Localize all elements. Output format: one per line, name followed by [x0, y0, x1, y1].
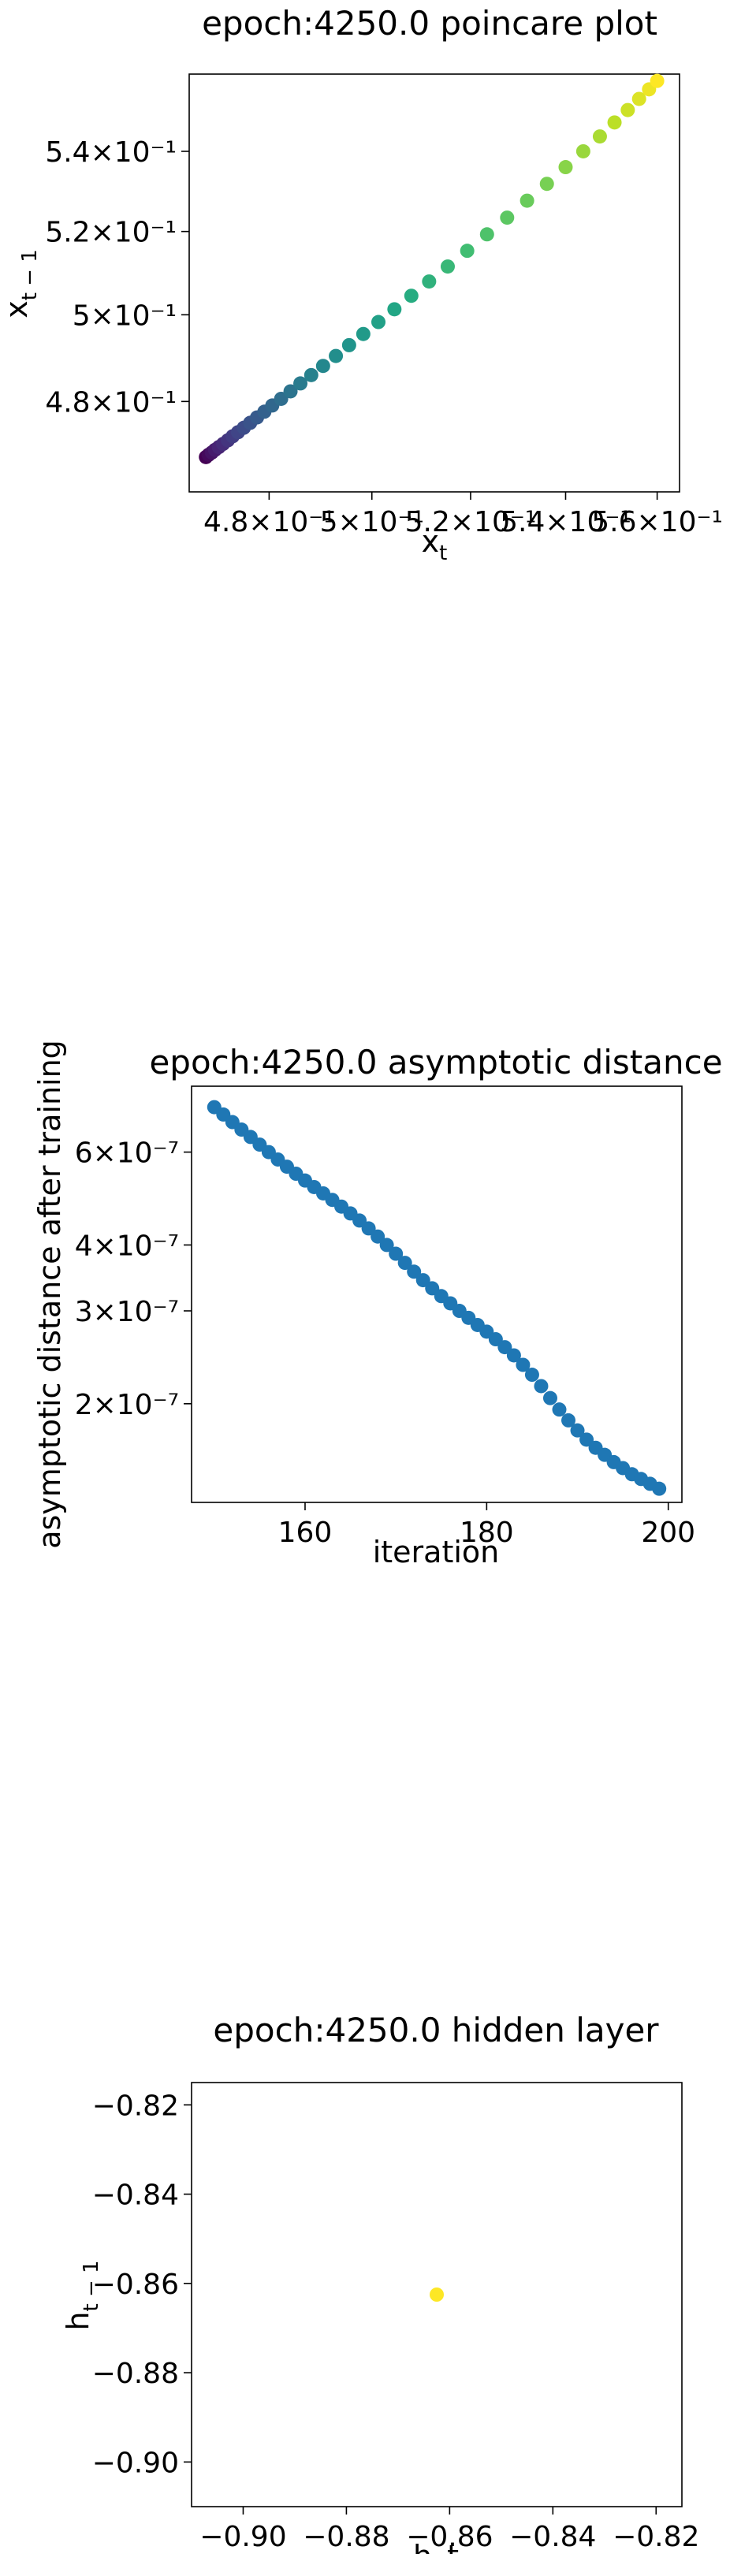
y-ticks: 2×10⁻⁷ 3×10⁻⁷ 4×10⁻⁷ 6×10⁻⁷: [75, 1137, 192, 1421]
data-point: [371, 1229, 385, 1244]
data-point: [361, 1221, 376, 1236]
data-point: [407, 1264, 422, 1279]
data-point: [607, 115, 622, 130]
x-tick-label: 5.4×10⁻¹: [500, 506, 631, 538]
data-point: [520, 193, 534, 208]
data-point: [516, 1357, 531, 1372]
y-ticks: −0.82 −0.84 −0.86 −0.88 −0.90: [92, 2090, 192, 2479]
x-tick-label: −0.88: [303, 2521, 389, 2553]
data-point: [304, 367, 318, 382]
data-point: [479, 227, 494, 242]
data-point: [552, 1402, 567, 1417]
data-point: [379, 1238, 394, 1253]
asymptotic-distance-chart: epoch:4250.0 asymptotic distance asympto…: [32, 1040, 723, 1569]
data-point: [329, 348, 344, 363]
data-point: [404, 288, 419, 303]
data-point: [575, 143, 590, 158]
poincare-plot-chart: epoch:4250.0 poincare plot xt − 1 xt 4.8…: [0, 4, 723, 565]
y-ticks: 4.8×10⁻¹ 5×10⁻¹ 5.2×10⁻¹ 5.4×10⁻¹: [45, 136, 189, 419]
x-tick-label: 160: [278, 1517, 333, 1549]
data-point: [371, 315, 386, 329]
y-tick-label: 4×10⁻⁷: [75, 1230, 179, 1262]
y-tick-label: 4.8×10⁻¹: [45, 386, 177, 419]
x-ticks: 4.8×10⁻¹5×10⁻¹5.2×10⁻¹5.4×10⁻¹5.6×10⁻¹: [203, 492, 723, 538]
data-point: [356, 326, 371, 341]
y-tick-label: −0.86: [92, 2269, 179, 2301]
data-point: [620, 102, 635, 117]
x-tick-label: 5.2×10⁻¹: [405, 506, 537, 538]
data-point: [561, 1413, 576, 1428]
data-point: [579, 1432, 594, 1447]
y-axis-label: xt − 1: [0, 249, 42, 318]
y-tick-label: 5.2×10⁻¹: [45, 217, 177, 249]
data-point: [558, 160, 573, 175]
x-tick-label: 200: [641, 1517, 695, 1549]
x-tick-label: 5.6×10⁻¹: [591, 506, 723, 538]
scatter-points: [199, 73, 665, 464]
y-axis-label: asymptotic distance after training: [32, 1040, 67, 1549]
data-point: [422, 274, 437, 289]
data-point: [341, 337, 356, 352]
hidden-layer-chart: epoch:4250.0 hidden layer ht − 1 h_t −0.…: [61, 2011, 699, 2554]
plot-frame: [188, 73, 680, 493]
chart-title: epoch:4250.0 poincare plot: [202, 4, 657, 43]
data-point: [542, 1390, 557, 1405]
data-point: [534, 1379, 549, 1394]
y-tick-label: 5×10⁻¹: [73, 300, 177, 332]
y-tick-label: 2×10⁻⁷: [75, 1389, 179, 1421]
y-tick-label: 5.4×10⁻¹: [45, 136, 177, 169]
y-tick-label: −0.88: [92, 2358, 179, 2390]
x-tick-label: 180: [460, 1517, 514, 1549]
data-point: [440, 259, 455, 274]
x-tick-label: −0.90: [199, 2521, 286, 2553]
x-axis-label: iteration: [373, 1535, 500, 1569]
chart-title: epoch:4250.0 asymptotic distance: [149, 1043, 722, 1081]
data-point: [430, 2288, 444, 2302]
data-point: [524, 1368, 539, 1383]
x-axis-label: h_t: [413, 2539, 459, 2554]
data-point: [415, 1273, 430, 1288]
chart-title: epoch:4250.0 hidden layer: [213, 2011, 659, 2049]
data-point: [460, 244, 475, 259]
y-tick-label: −0.84: [92, 2180, 179, 2212]
y-tick-label: 3×10⁻⁷: [75, 1296, 179, 1328]
data-point: [652, 1481, 667, 1496]
x-ticks: 160 180 200: [278, 1502, 695, 1549]
data-point: [497, 1340, 512, 1355]
x-tick-label: −0.86: [406, 2521, 493, 2553]
data-point: [283, 384, 298, 399]
y-tick-label: −0.82: [92, 2090, 179, 2122]
data-point: [650, 73, 665, 88]
x-tick-label: 4.8×10⁻¹: [203, 506, 335, 538]
y-tick-label: 6×10⁻⁷: [75, 1137, 179, 1170]
svg-text:xt − 1: xt − 1: [0, 249, 42, 318]
data-point: [387, 302, 402, 317]
scatter-points: [430, 2288, 444, 2302]
data-point: [506, 1348, 521, 1363]
data-point: [389, 1246, 404, 1261]
plot-frame: [191, 2082, 683, 2507]
x-tick-label: −0.82: [613, 2521, 699, 2553]
scatter-points: [207, 1100, 667, 1496]
x-ticks: −0.90 −0.88 −0.86 −0.84 −0.82: [199, 2507, 699, 2553]
data-point: [293, 376, 308, 391]
data-point: [397, 1256, 412, 1271]
data-point: [500, 210, 515, 225]
data-point: [592, 129, 607, 144]
data-point: [315, 359, 330, 374]
x-tick-label: 5×10⁻¹: [320, 506, 424, 538]
data-point: [539, 177, 554, 192]
y-tick-label: −0.90: [92, 2447, 179, 2479]
data-point: [570, 1423, 585, 1438]
plot-frame: [191, 1085, 683, 1503]
data-point: [631, 91, 646, 106]
x-tick-label: −0.84: [509, 2521, 596, 2553]
